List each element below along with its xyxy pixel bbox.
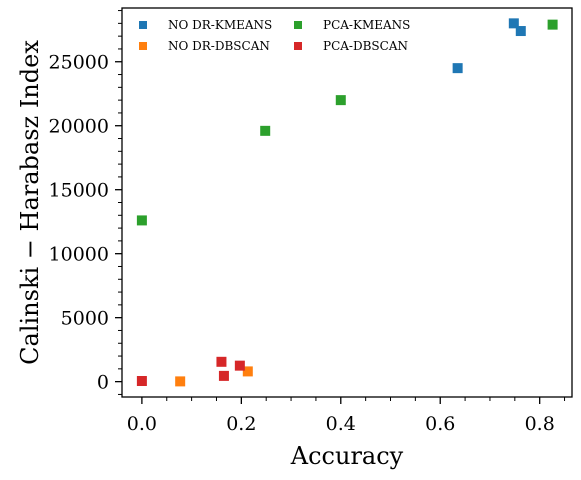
y-tick-label: 15000 — [49, 180, 109, 202]
plot-frame — [121, 7, 573, 398]
data-point — [175, 376, 186, 387]
x-tick-label: 0.8 — [525, 413, 555, 435]
data-points — [136, 18, 558, 387]
x-tick-label: 0.6 — [425, 413, 455, 435]
legend-marker — [294, 42, 302, 50]
x-axis-label: Accuracy — [290, 442, 404, 470]
y-tick-label: 0 — [97, 372, 109, 394]
plot-area — [121, 7, 573, 398]
data-point — [452, 63, 463, 74]
legend-label: NO DR-DBSCAN — [168, 39, 270, 53]
x-tick-label: 0.0 — [127, 413, 157, 435]
data-point — [218, 370, 229, 381]
y-tick-label: 10000 — [49, 244, 109, 266]
y-tick-label: 5000 — [61, 308, 109, 330]
data-point — [136, 215, 147, 226]
data-point — [260, 125, 271, 136]
data-point — [216, 356, 227, 367]
x-axis: 0.0 0.2 0.4 0.6 0.8 — [127, 397, 566, 435]
legend-label: PCA-KMEANS — [323, 18, 410, 32]
legend-marker — [139, 42, 147, 50]
y-tick-label: 20000 — [49, 116, 109, 138]
legend-label: PCA-DBSCAN — [323, 39, 408, 53]
data-point — [242, 366, 253, 377]
x-tick-label: 0.2 — [226, 413, 256, 435]
data-point — [547, 19, 558, 30]
data-point — [234, 360, 245, 371]
y-axis-label: Calinski − Harabasz Index — [16, 40, 44, 365]
data-point — [136, 376, 147, 387]
legend-marker — [294, 21, 302, 29]
x-tick-label: 0.4 — [326, 413, 356, 435]
y-axis: 0 5000 10000 15000 20000 25000 — [49, 10, 122, 395]
y-tick-label: 25000 — [49, 52, 109, 74]
data-point — [508, 18, 519, 29]
legend-label: NO DR-KMEANS — [168, 18, 272, 32]
legend-marker — [139, 21, 147, 29]
legend: NO DR-KMEANS NO DR-DBSCAN PCA-KMEANS PCA-DB… — [139, 18, 410, 53]
data-point — [515, 26, 526, 37]
data-point — [335, 95, 346, 106]
